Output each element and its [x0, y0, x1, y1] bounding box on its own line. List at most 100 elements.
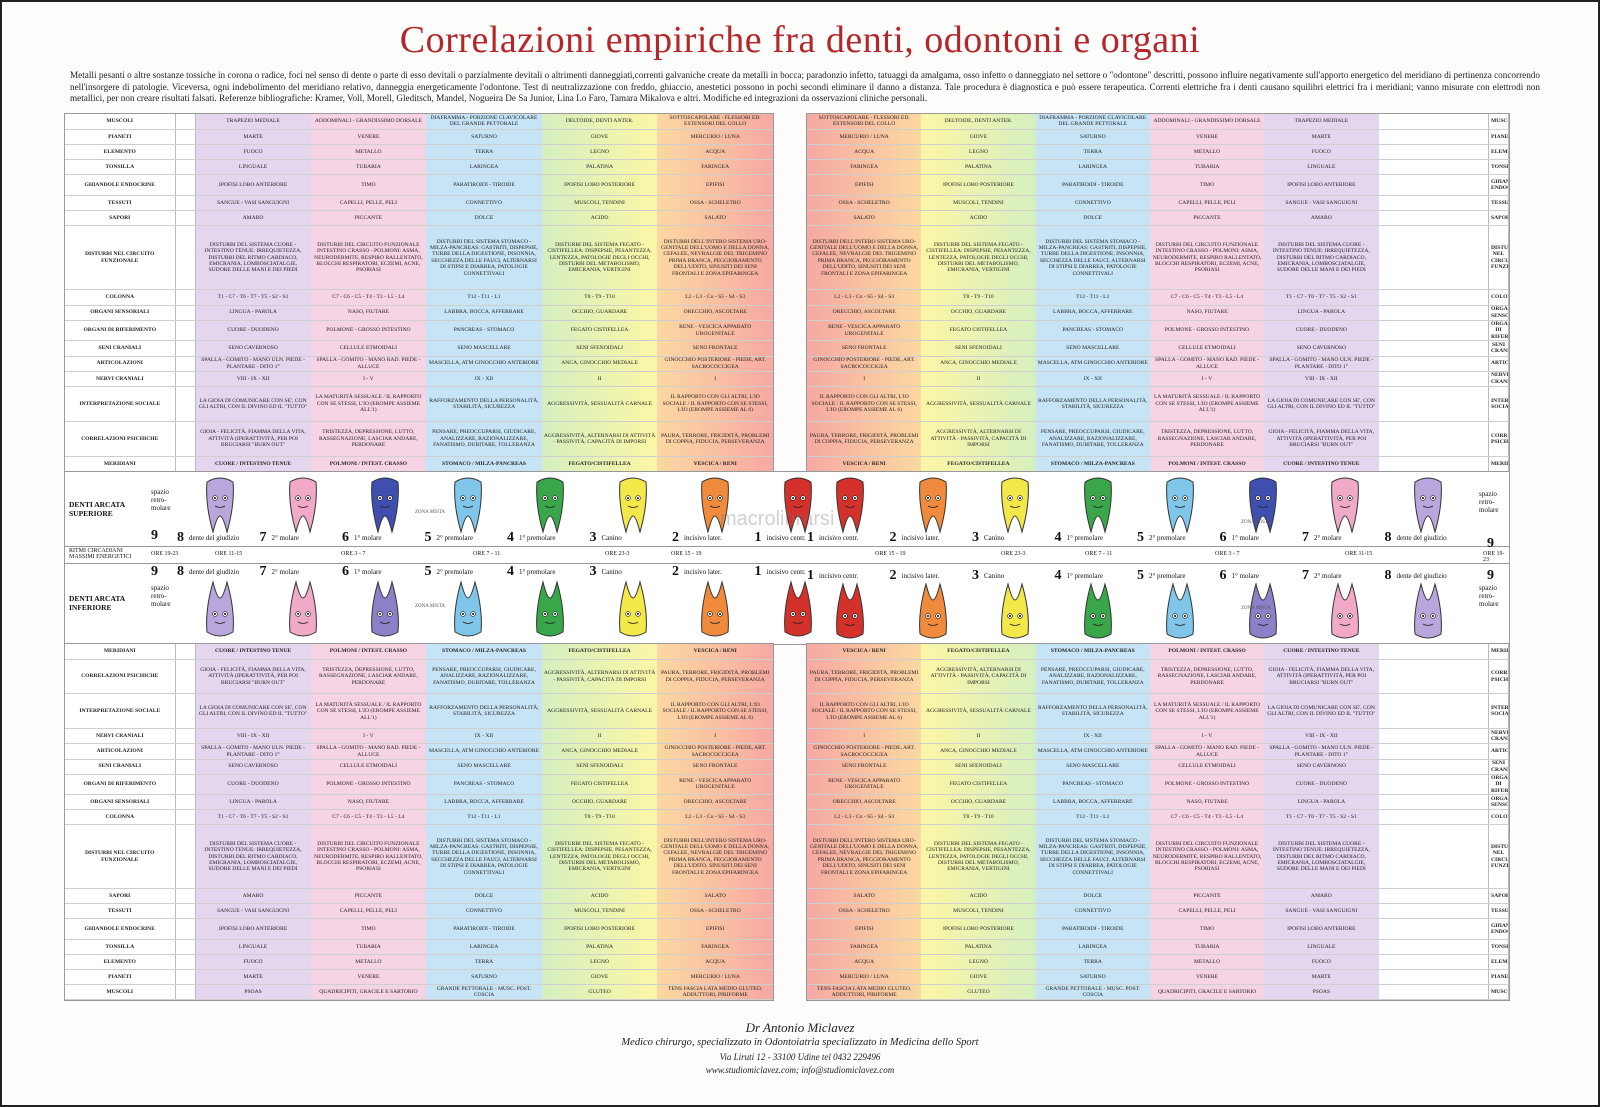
- cell: GIOVE: [921, 129, 1036, 145]
- row-label: INTERPRETAZIONE SOCIALE: [1488, 386, 1509, 423]
- row-label: TONSILLA: [1488, 159, 1509, 176]
- side-column: [175, 939, 196, 955]
- tooth-number: 1: [807, 530, 814, 545]
- cell: OCCHIO, GUARDARE: [541, 794, 658, 811]
- row-label: ORGANI SENSORIALI: [65, 305, 176, 321]
- cell: PAURA, TERRORE, FRIGIDITÀ, PROBLEMI DI C…: [657, 659, 773, 695]
- side-column: [1378, 918, 1489, 940]
- tooth-number: 7: [259, 564, 267, 579]
- cell: POLMONE - GROSSO INTESTINO: [1149, 774, 1265, 796]
- cell: POLMONI / INTEST. CRASSO: [1149, 456, 1265, 473]
- cell: DISTURBI DEL SISTEMA STOMACO - MILZA-PAN…: [426, 824, 542, 890]
- cell: PALATINA: [541, 159, 658, 176]
- tooth-name: 1° molare: [1231, 572, 1259, 580]
- cell: TERRA: [426, 144, 542, 161]
- cell: IL RAPPORTO CON GLI ALTRI, L'IO SOCIALE …: [807, 386, 922, 423]
- row-interpretazione-sociale: INTERPRETAZIONE SOCIALE LA GIOIA DI COMUN…: [65, 386, 773, 423]
- side-column: [175, 969, 196, 986]
- cell: DISTURBI DELL'INTERO SISTEMA URO-GENITAL…: [657, 225, 773, 291]
- cell: FARINGEA: [657, 159, 773, 176]
- side-column: [1378, 159, 1489, 176]
- row-label: NERVI CRANIALI: [1488, 371, 1509, 388]
- cell: DISTURBI DEL SISTEMA CUORE - INTESTINO T…: [195, 824, 311, 890]
- cell: AGGRESSIVITÀ, SESSUALITÀ CARNALE: [921, 693, 1036, 730]
- cell: VIII - IX - XII: [195, 371, 311, 388]
- cell: VIII - IX - XII: [1264, 371, 1379, 388]
- row-meridiani: VESCICA / RENI FEGATO/CISTIFELLEA STOMACO …: [807, 644, 1509, 660]
- cell: T12 - T11 - L1: [1035, 289, 1150, 306]
- tooth-name: incisivo centr.: [766, 568, 806, 576]
- cell: MASCELLA, ATM GINOCCHIO ANTERIORE: [1035, 356, 1150, 372]
- row-label: DISTURBI NEL CIRCUITO FUNZIONALE: [1488, 824, 1509, 890]
- side-column: [1378, 305, 1489, 321]
- tooth-number: 6: [1219, 568, 1227, 583]
- circadian-hours: ORE 3 - 7: [1215, 551, 1240, 557]
- intro-paragraph: Metalli pesanti o altre sostanze tossich…: [70, 70, 1540, 103]
- tooth-number: 2: [672, 564, 679, 579]
- cell: DOLCE: [1035, 210, 1150, 227]
- cell: ACQUA: [657, 144, 773, 161]
- row-seni-craniali: SENO FRONTALE SENI SFENOIDALI SENO MASCELL…: [807, 340, 1509, 357]
- cell: TIMO: [310, 174, 427, 196]
- circadian-hours: ORE 15 - 19: [875, 551, 906, 557]
- tooth-number: 1: [754, 564, 762, 579]
- row-label: GHIANDOLE ENDOCRINE: [1488, 918, 1509, 940]
- row-label: TESSUTI: [65, 195, 176, 212]
- retro-molar-upper-left: spazio retro-molare: [151, 488, 171, 512]
- row-sapori: SAPORI AMARO PICCANTE DOLCE ACIDO SALATO: [65, 888, 773, 905]
- tooth-name: incisivo later.: [684, 568, 722, 576]
- row-label: ORGANI SENSORIALI: [1488, 305, 1509, 321]
- cell: DISTURBI DEL CIRCUITO FUNZIONALE INTESTI…: [1149, 225, 1265, 291]
- cell: EPIFISI: [657, 174, 773, 196]
- cell: PARATIROIDI - TIROIDE: [426, 918, 542, 940]
- cell: IPOFISI LOBO POSTERIORE: [541, 174, 658, 196]
- side-column: [175, 371, 196, 388]
- row-label: ELEMENTO: [65, 954, 176, 971]
- row-elemento: ELEMENTO FUOCO METALLO TERRA LEGNO ACQUA: [65, 144, 773, 161]
- cell: FEGATO/CISTIFELLEA: [541, 644, 658, 660]
- cell: QUADRICIPITI, GRACILE E SARTORIO: [1149, 984, 1265, 1001]
- row-disturbi-nel-circuito-funzionale: DISTURBI DELL'INTERO SISTEMA URO-GENITAL…: [807, 824, 1509, 890]
- cell: GIOVE: [541, 969, 658, 986]
- tooth-name: Canino: [984, 534, 1005, 542]
- cell: IPOFISI LOBO ANTERIORE: [195, 174, 311, 196]
- tooth-name: 2° molare: [1314, 572, 1342, 580]
- side-column: [175, 386, 196, 423]
- cell: SPALLA - GOMITO - MANO ULN. PIEDE - PLAN…: [1264, 743, 1379, 760]
- tooth-name: incisivo centr.: [819, 534, 859, 542]
- cell: PAURA, TERRORE, FRIGIDITÀ, PROBLEMI DI C…: [657, 421, 773, 458]
- tooth-number: 6: [1219, 530, 1227, 545]
- cell: T12 - T11 - L1: [426, 809, 542, 826]
- cell: STOMACO / MILZA-PANCREAS: [426, 456, 542, 473]
- cell: GIOIA - FELICITÀ, FIAMMA DELLA VITA, ATT…: [195, 421, 311, 458]
- cell: PICCANTE: [1149, 210, 1265, 227]
- cell: AGGRESSIVITÀ, ALTERNARSI DI ATTIVITÀ - P…: [541, 421, 658, 458]
- cell: GIOIA - FELICITÀ, FIAMMA DELLA VITA, ATT…: [195, 659, 311, 695]
- cell: NASO, FIUTARE: [1149, 305, 1265, 321]
- side-column: [175, 743, 196, 760]
- cell: PARATIROIDI - TIROIDE: [1035, 174, 1150, 196]
- cell: II: [541, 371, 658, 388]
- cell: I: [807, 728, 922, 745]
- side-column: [1378, 969, 1489, 986]
- row-label: ELEMENTO: [65, 144, 176, 161]
- cell: MERCURIO / LUNA: [657, 969, 773, 986]
- side-column: [1378, 659, 1489, 695]
- row-label: CORRELAZIONI PSICHICHE: [65, 659, 176, 695]
- row-label: MUSCOLI: [65, 114, 176, 130]
- cell: MASCELLA, ATM GINOCCHIO ANTERIORE: [1035, 743, 1150, 760]
- cell: PAURA, TERRORE, FRIGIDITÀ, PROBLEMI DI C…: [807, 421, 922, 458]
- row-colonna: L2 - L3 - Co - S5 - S4 - S3 T8 - T9 - T10…: [807, 289, 1509, 306]
- cell: MARTE: [195, 129, 311, 145]
- cell: LABBRA, BOCCA, AFFERRARE: [426, 794, 542, 811]
- row-correlazioni-psichiche: PAURA, TERRORE, FRIGIDITÀ, PROBLEMI DI C…: [807, 659, 1509, 695]
- correlation-grid: VESCICA / RENI FEGATO/CISTIFELLEA STOMACO …: [807, 644, 1509, 1001]
- row-organi-di-riferimento: ORGANI DI RIFERIMENTO CUORE - DUODENO POLM…: [65, 774, 773, 796]
- tooth-name: 2° molare: [1314, 534, 1342, 542]
- cell: L2 - L3 - Co - S5 - S4 - S3: [657, 289, 773, 306]
- cell: TERRA: [1035, 954, 1150, 971]
- cell: ACIDO: [541, 888, 658, 905]
- row-organi-sensoriali: ORECCHIO, ASCOLTARE OCCHIO, GUARDARE LABBR…: [807, 794, 1509, 811]
- upper-left-tooth-2: [698, 476, 732, 534]
- cell: TIMO: [310, 918, 427, 940]
